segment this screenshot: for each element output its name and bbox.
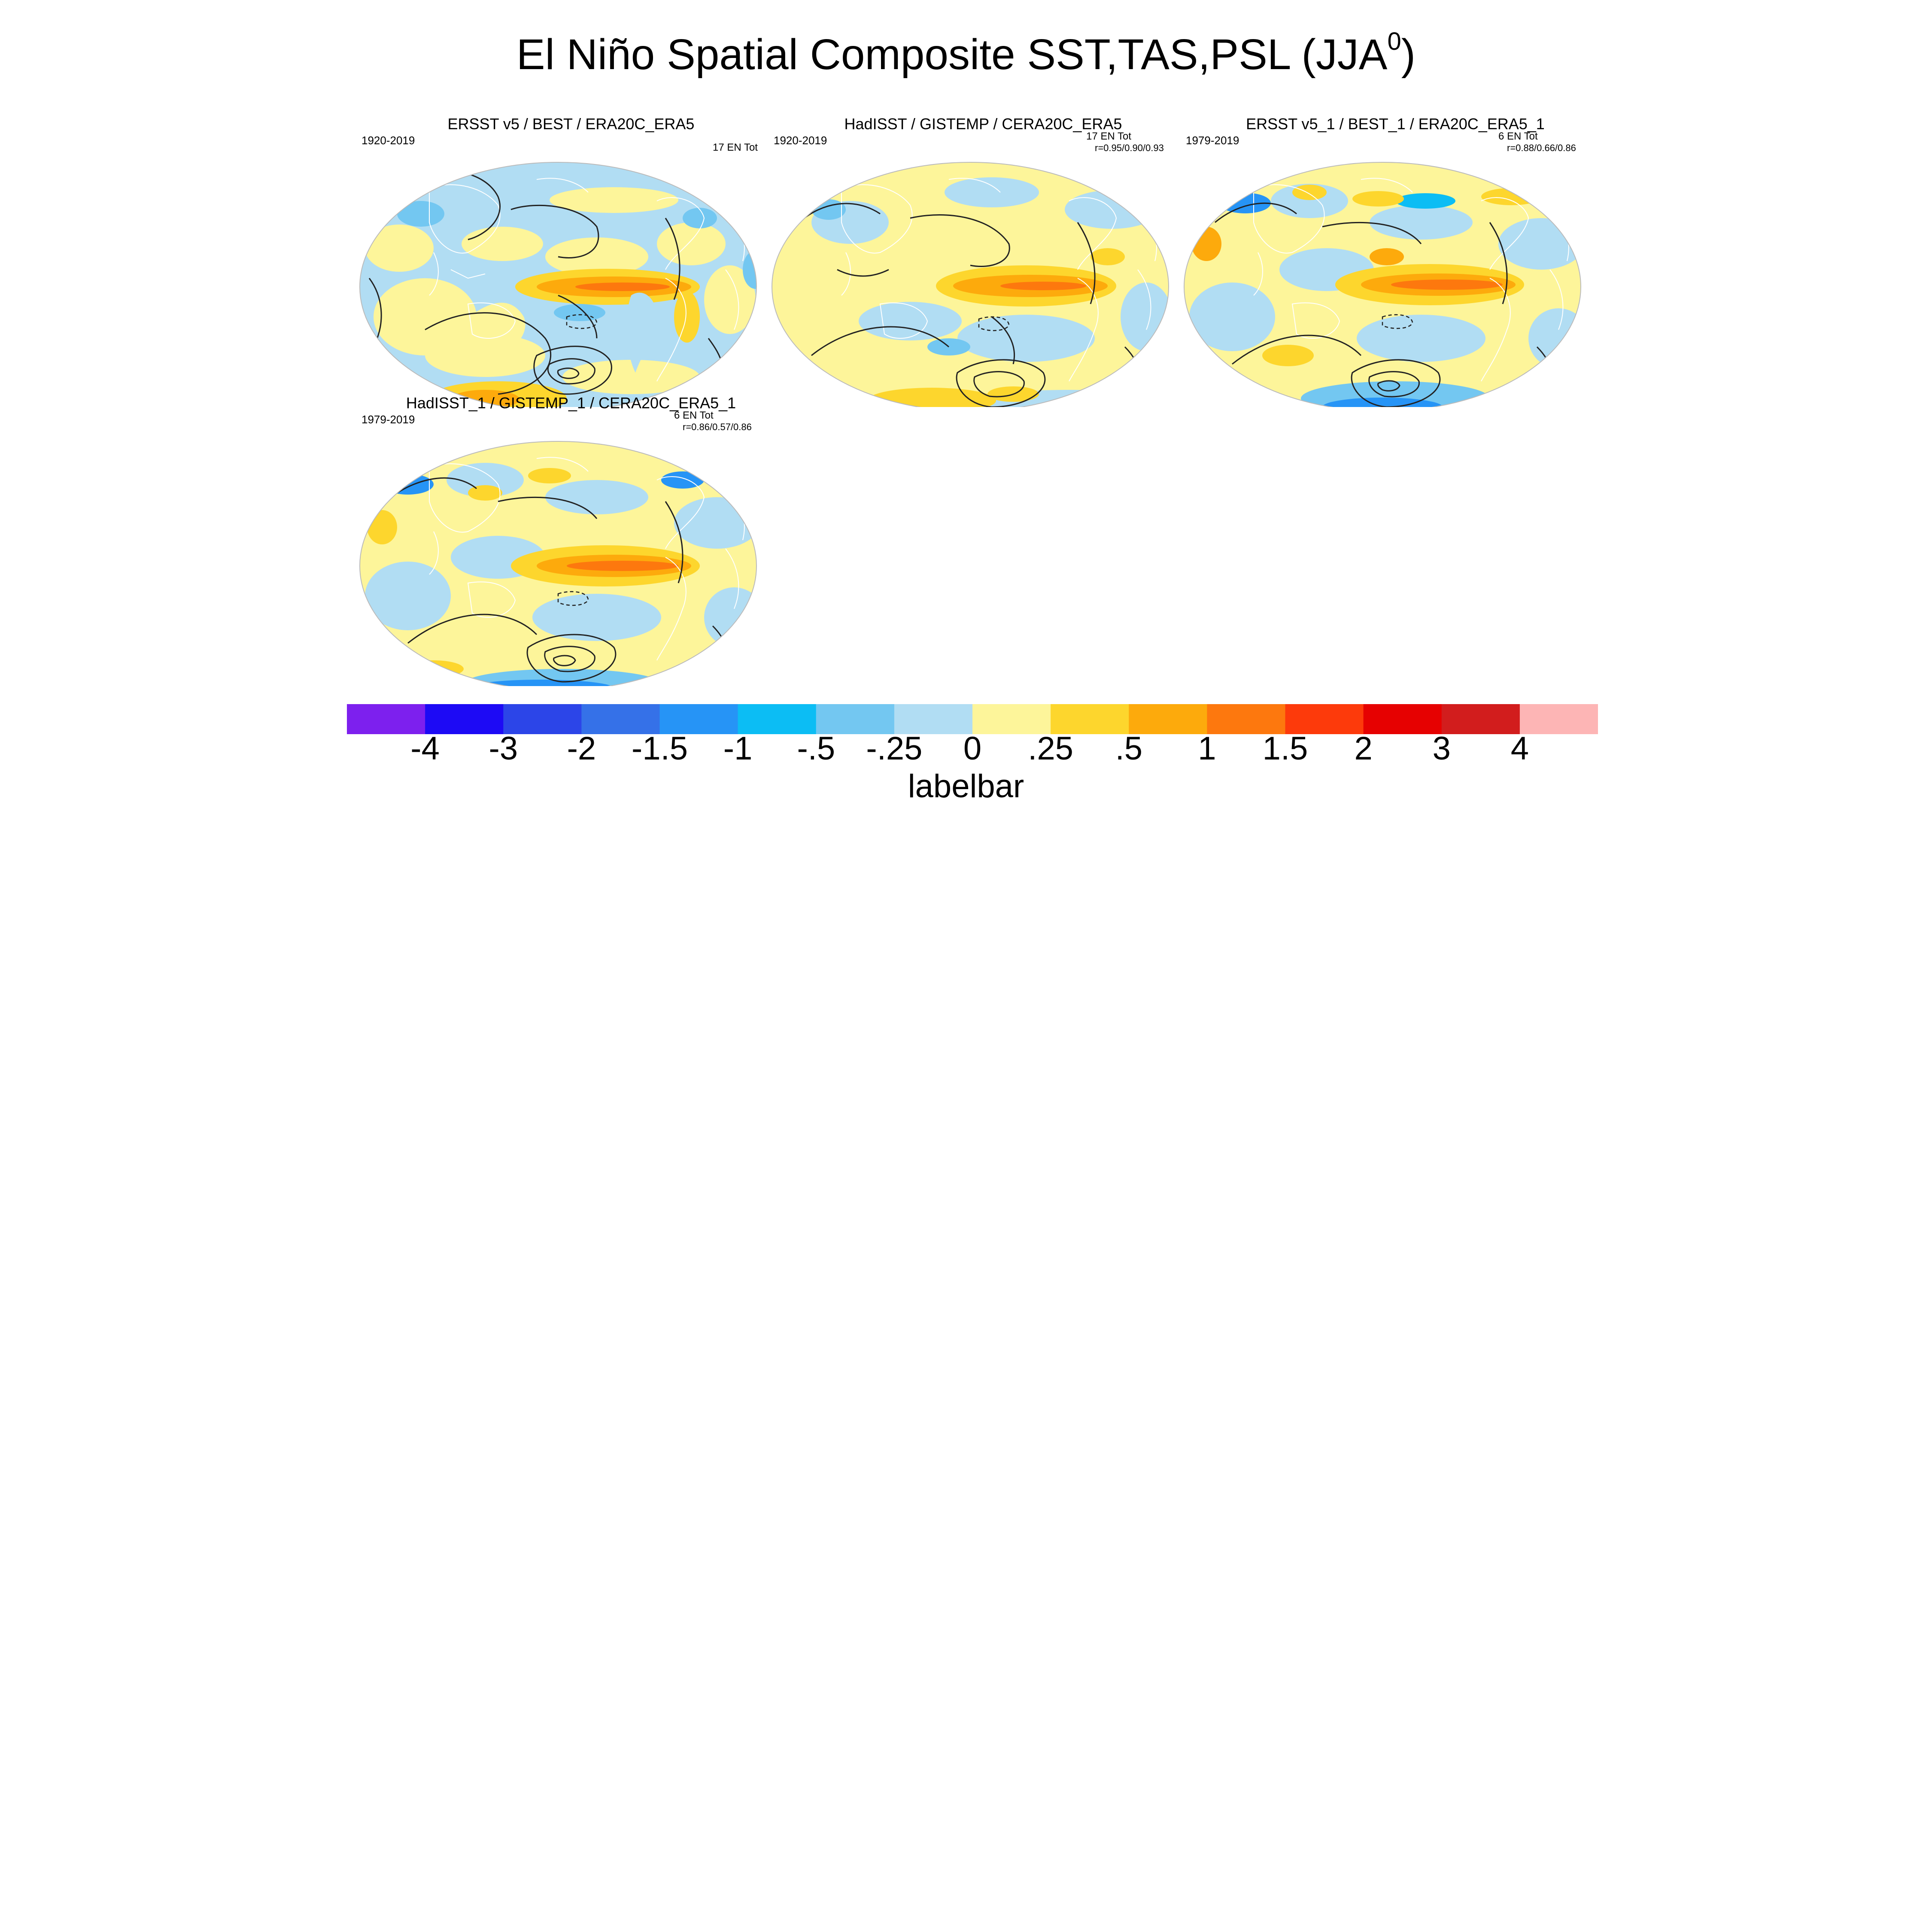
panel-event-count: 17 EN Tot [713,142,758,153]
map-panel-1: ERSST v5 / BEST / ERA20C_ERA5 1920-2019 … [356,115,786,407]
labelbar-tick-label: -.5 [797,730,835,767]
map-panel-4: HadISST_1 / GISTEMP_1 / CERA20C_ERA5_1 1… [356,394,786,686]
panel-title: HadISST / GISTEMP / CERA20C_ERA5 [844,115,1122,133]
panel-correlations: r=0.86/0.57/0.86 [683,422,752,432]
map-panel-3: ERSST v5_1 / BEST_1 / ERA20C_ERA5_1 1979… [1181,115,1610,407]
labelbar-tick-label: -1.5 [632,730,688,767]
labelbar-tick-label: 2 [1354,730,1373,767]
labelbar-swatch [816,704,895,734]
labelbar-tick-label: 1.5 [1262,730,1308,767]
panel-title: ERSST v5_1 / BEST_1 / ERA20C_ERA5_1 [1246,115,1545,133]
labelbar-tick-label: -3 [489,730,518,767]
panel-event-count: 6 EN Tot [674,410,714,421]
figure-title-close: ) [1401,30,1416,79]
labelbar-swatch [1051,704,1129,734]
labelbar-tick-label: -2 [567,730,596,767]
panel-years: 1979-2019 [361,413,415,426]
figure-title: El Niño Spatial Composite SST,TAS,PSL (J… [0,27,1932,79]
labelbar-swatch [894,704,973,734]
labelbar-tick-label: 4 [1510,730,1529,767]
labelbar-swatch [581,704,660,734]
labelbar-tick-label: -.25 [866,730,923,767]
panel-title: HadISST_1 / GISTEMP_1 / CERA20C_ERA5_1 [406,394,736,412]
panel-correlations: r=0.95/0.90/0.93 [1095,143,1164,153]
labelbar-tick-label: -1 [723,730,753,767]
labelbar-tick-label: -4 [410,730,440,767]
panel-years: 1920-2019 [361,134,415,147]
labelbar-swatch [972,704,1051,734]
composite-map [359,441,757,686]
composite-map [359,162,757,407]
labelbar-tick-label: 3 [1432,730,1451,767]
map-panel-2: HadISST / GISTEMP / CERA20C_ERA5 1920-20… [769,115,1198,407]
labelbar-swatch [347,704,425,734]
figure-title-text: El Niño Spatial Composite SST,TAS,PSL (J… [516,30,1388,79]
labelbar-swatch [659,704,738,734]
labelbar-tick-label: 0 [963,730,982,767]
labelbar-swatch [1363,704,1442,734]
panel-years: 1979-2019 [1186,134,1239,147]
panel-correlations: r=0.88/0.66/0.86 [1507,143,1576,153]
labelbar-swatch [1129,704,1207,734]
labelbar-caption: labelbar [908,768,1024,805]
labelbar-swatch [425,704,504,734]
panel-event-count: 17 EN Tot [1086,131,1131,142]
composite-map [1184,162,1581,407]
labelbar-tick-label: .5 [1115,730,1142,767]
panel-title: ERSST v5 / BEST / ERA20C_ERA5 [447,115,695,133]
labelbar-swatch [1285,704,1364,734]
labelbar-tick-label: .25 [1028,730,1073,767]
labelbar-swatch [1207,704,1286,734]
labelbar-swatch [1519,704,1598,734]
labelbar-swatch [1441,704,1520,734]
figure-title-superscript: 0 [1387,27,1401,55]
labelbar-swatch [503,704,582,734]
labelbar [347,704,1598,734]
panel-event-count: 6 EN Tot [1498,131,1538,142]
labelbar-tick-label: 1 [1198,730,1216,767]
composite-map [772,162,1169,407]
labelbar-swatch [738,704,817,734]
panel-years: 1920-2019 [774,134,827,147]
